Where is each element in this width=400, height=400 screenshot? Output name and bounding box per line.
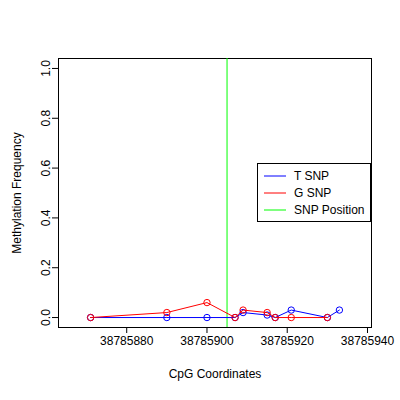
svg-text:0.0: 0.0 <box>39 309 53 326</box>
html-text:SNP Position: SNP Position <box>294 202 365 217</box>
svg-text:38785900: 38785900 <box>180 334 234 348</box>
svg-text:CpG Coordinates: CpG Coordinates <box>169 367 262 381</box>
html-text:G SNP: G SNP <box>294 185 332 200</box>
html-text:T SNP: T SNP <box>294 168 330 183</box>
svg-text:0.2: 0.2 <box>39 259 53 276</box>
svg-text:0.6: 0.6 <box>39 159 53 176</box>
svg-text:0.4: 0.4 <box>39 209 53 226</box>
svg-text:38785940: 38785940 <box>341 334 395 348</box>
svg-text:38785920: 38785920 <box>261 334 315 348</box>
svg-text:0.8: 0.8 <box>39 110 53 127</box>
svg-text:1.0: 1.0 <box>39 60 53 77</box>
svg-text:Methylation Frequency: Methylation Frequency <box>10 132 24 253</box>
svg-text:38785880: 38785880 <box>100 334 154 348</box>
